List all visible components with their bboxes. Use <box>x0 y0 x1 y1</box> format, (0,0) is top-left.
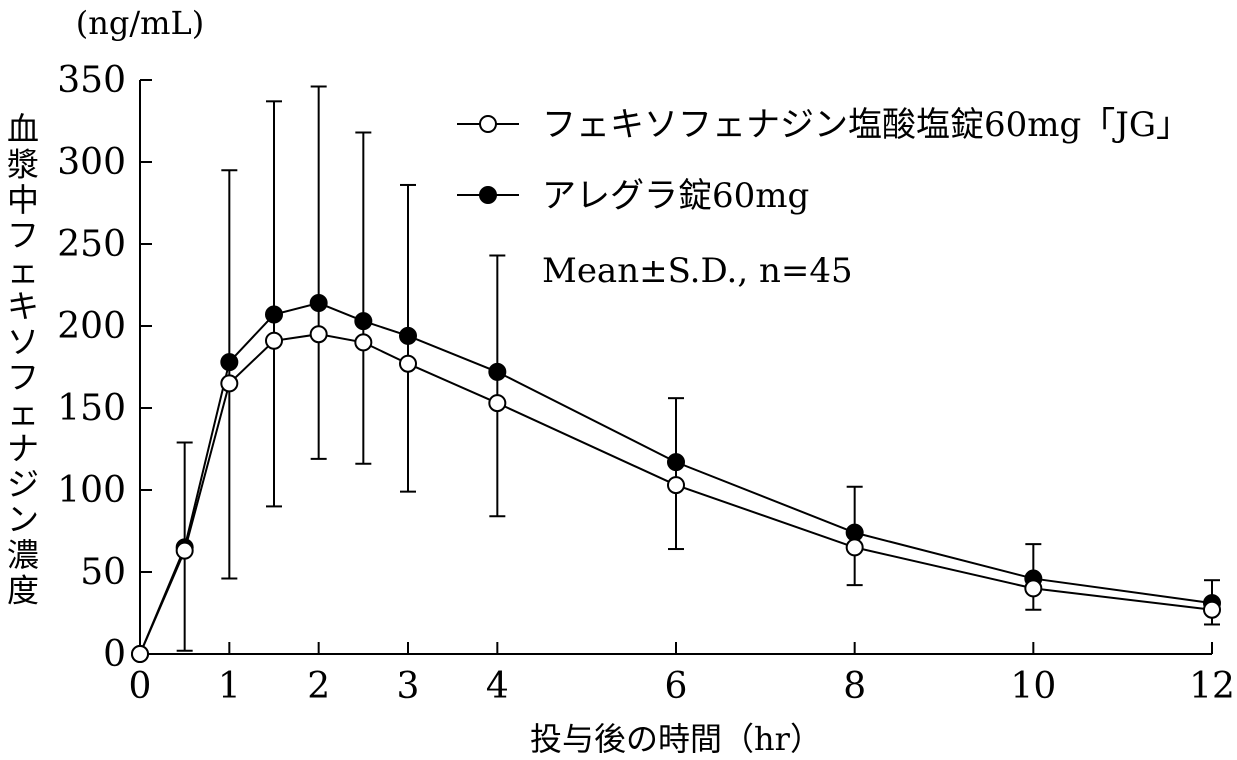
data-point-series-0 <box>265 331 283 350</box>
y-tick-label: 0 <box>103 634 126 675</box>
data-point-series-1 <box>354 312 373 331</box>
data-point-series-1 <box>220 353 239 372</box>
x-tick-label: 8 <box>843 666 866 707</box>
data-points <box>131 294 1221 663</box>
data-point-series-1 <box>845 523 864 542</box>
data-point-series-0 <box>1203 600 1221 619</box>
data-point-series-0 <box>1024 579 1043 598</box>
legend: フェキソフェナジン塩酸塩錠60mg「JG」 アレグラ錠60mg Mean±S.D… <box>457 105 1190 291</box>
y-axis-title-char: 漿 <box>7 146 39 184</box>
y-tick-label: 300 <box>57 142 126 183</box>
x-tick-label: 1 <box>218 666 241 707</box>
series-line-0 <box>139 333 1213 655</box>
legend-marker-jg <box>479 115 497 133</box>
data-point-series-0 <box>667 476 685 495</box>
series-lines <box>139 301 1213 655</box>
x-tick-label: 0 <box>129 666 152 707</box>
data-point-series-1 <box>667 453 685 472</box>
y-axis-title-char: 濃 <box>7 536 39 574</box>
x-tick-label: 4 <box>486 666 509 707</box>
y-axis-title-char: フ <box>7 359 39 397</box>
y-axis-title-char: ェ <box>7 394 39 432</box>
x-axis-title: 投与後の時間（hr） <box>530 720 822 758</box>
x-tick-label: 6 <box>665 666 688 707</box>
y-axis-title-char: 中 <box>7 181 39 219</box>
y-tick-label: 350 <box>57 60 126 101</box>
y-axis-title-char: キ <box>7 288 39 326</box>
data-point-series-0 <box>399 354 417 373</box>
stats-note: Mean±S.D., n=45 <box>542 251 853 291</box>
y-axis-title-char: ナ <box>7 430 39 468</box>
legend-label-allegra: アレグラ錠60mg <box>542 176 809 216</box>
y-unit-label: (ng/mL) <box>76 4 204 42</box>
y-tick-label: 250 <box>57 224 126 265</box>
y-axis-title-char: ソ <box>7 323 39 361</box>
y-axis-title-char: 度 <box>7 572 39 610</box>
data-point-series-0 <box>175 541 194 560</box>
series-line-1 <box>139 301 1213 655</box>
y-axis-title-char: ェ <box>7 252 39 290</box>
y-tick-label: 150 <box>57 388 126 429</box>
data-point-series-1 <box>309 294 328 313</box>
x-tick-label: 2 <box>307 666 330 707</box>
data-point-series-0 <box>488 394 507 413</box>
data-point-series-1 <box>265 305 283 324</box>
y-tick-label: 50 <box>80 552 126 593</box>
data-point-series-0 <box>220 374 239 393</box>
data-point-series-0 <box>845 538 864 557</box>
data-point-series-1 <box>488 362 507 381</box>
data-point-series-0 <box>354 333 373 352</box>
legend-label-jg: フェキソフェナジン塩酸塩錠60mg「JG」 <box>542 105 1190 145</box>
y-axis-title-char: ン <box>7 501 39 539</box>
data-point-series-1 <box>399 326 417 345</box>
y-tick-label: 200 <box>57 306 126 347</box>
x-tick-label: 3 <box>397 666 420 707</box>
y-axis-title-char: 血 <box>7 110 39 148</box>
data-point-series-0 <box>131 645 149 663</box>
y-tick-label: 100 <box>57 470 126 511</box>
x-tick-label: 12 <box>1189 666 1235 707</box>
x-tick-label: 10 <box>1010 666 1056 707</box>
y-axis-title-char: フ <box>7 217 39 255</box>
data-point-series-0 <box>309 325 328 344</box>
legend-marker-allegra <box>479 186 497 204</box>
y-axis-title-char: ジ <box>7 465 39 503</box>
error-bars <box>176 85 1220 652</box>
